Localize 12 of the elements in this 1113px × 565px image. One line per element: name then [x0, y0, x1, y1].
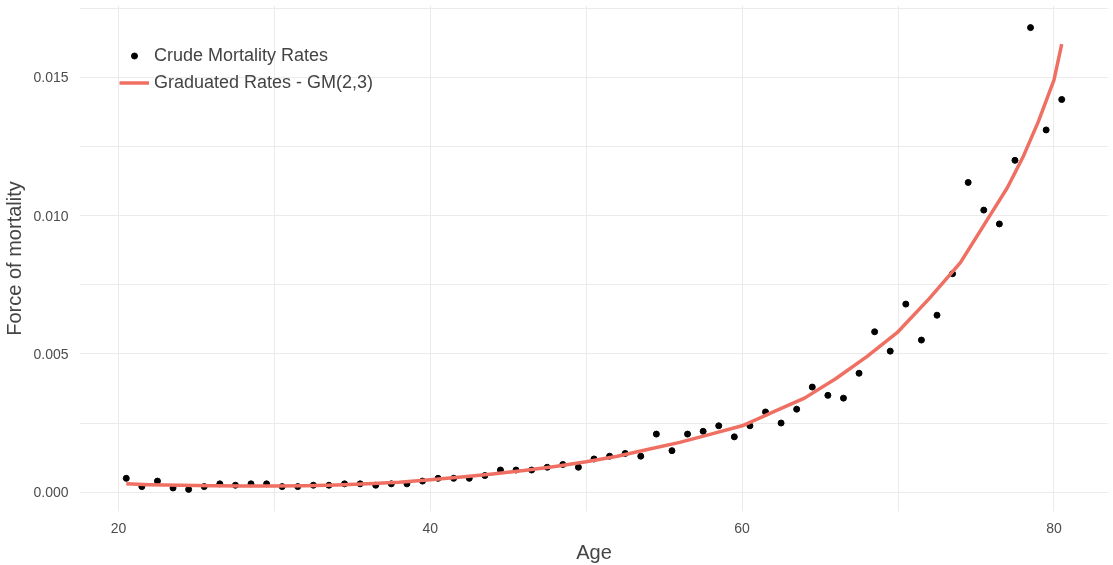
x-tick-label: 20: [110, 519, 127, 536]
y-tick-label: 0.010: [33, 207, 69, 224]
y-tick-label: 0.005: [33, 345, 69, 362]
y-axis-title: Force of mortality: [3, 181, 26, 336]
y-tick-label: 0.015: [33, 69, 69, 86]
x-tick-label: 40: [422, 519, 439, 536]
x-tick-label: 60: [734, 519, 751, 536]
legend-label: Crude Mortality Rates: [154, 45, 329, 66]
x-axis-title: Age: [576, 540, 612, 563]
y-tick-label: 0.000: [33, 484, 69, 501]
x-tick-label: 80: [1046, 519, 1062, 536]
legend-label: Graduated Rates - GM(2,3): [154, 72, 374, 93]
